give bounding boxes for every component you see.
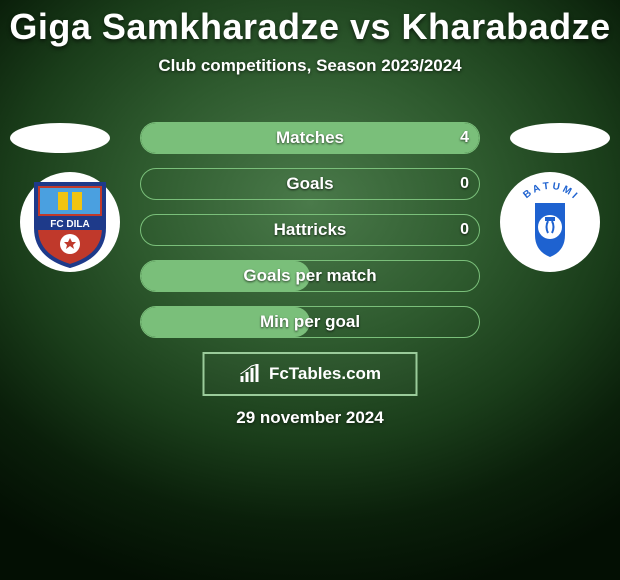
club-badge-right: B A T U M I xyxy=(500,172,600,272)
content-root: Giga Samkharadze vs Kharabadze Club comp… xyxy=(0,0,620,580)
date-label: 29 november 2024 xyxy=(236,408,383,428)
watermark: FcTables.com xyxy=(203,352,418,396)
watermark-text: FcTables.com xyxy=(269,364,381,384)
chart-icon xyxy=(239,364,263,384)
stat-value: 0 xyxy=(460,175,469,193)
stats-container: Matches 4 Goals 0 Hattricks 0 Goals per match M… xyxy=(140,122,480,352)
stat-value: 4 xyxy=(460,129,469,147)
emblem-icon: B A T U M I xyxy=(505,177,595,267)
badge-right-text: B A T U M I xyxy=(521,181,579,201)
stat-label: Matches xyxy=(276,128,344,148)
stat-row: Hattricks 0 xyxy=(140,214,480,246)
svg-text:B A T U M I: B A T U M I xyxy=(521,181,579,201)
stat-value: 0 xyxy=(460,221,469,239)
stat-label: Hattricks xyxy=(274,220,347,240)
stat-row: Goals 0 xyxy=(140,168,480,200)
player-left-marker xyxy=(10,123,110,153)
stat-row: Min per goal xyxy=(140,306,480,338)
stat-label: Min per goal xyxy=(260,312,360,332)
club-badge-left: FC DILA xyxy=(20,172,120,272)
player-right-marker xyxy=(510,123,610,153)
stat-label: Goals xyxy=(286,174,333,194)
stat-label: Goals per match xyxy=(243,266,376,286)
subtitle: Club competitions, Season 2023/2024 xyxy=(0,56,620,76)
shield-icon: FC DILA xyxy=(28,176,112,268)
stat-row: Matches 4 xyxy=(140,122,480,154)
stat-row: Goals per match xyxy=(140,260,480,292)
page-title: Giga Samkharadze vs Kharabadze xyxy=(0,0,620,48)
badge-left-text: FC DILA xyxy=(50,219,89,230)
